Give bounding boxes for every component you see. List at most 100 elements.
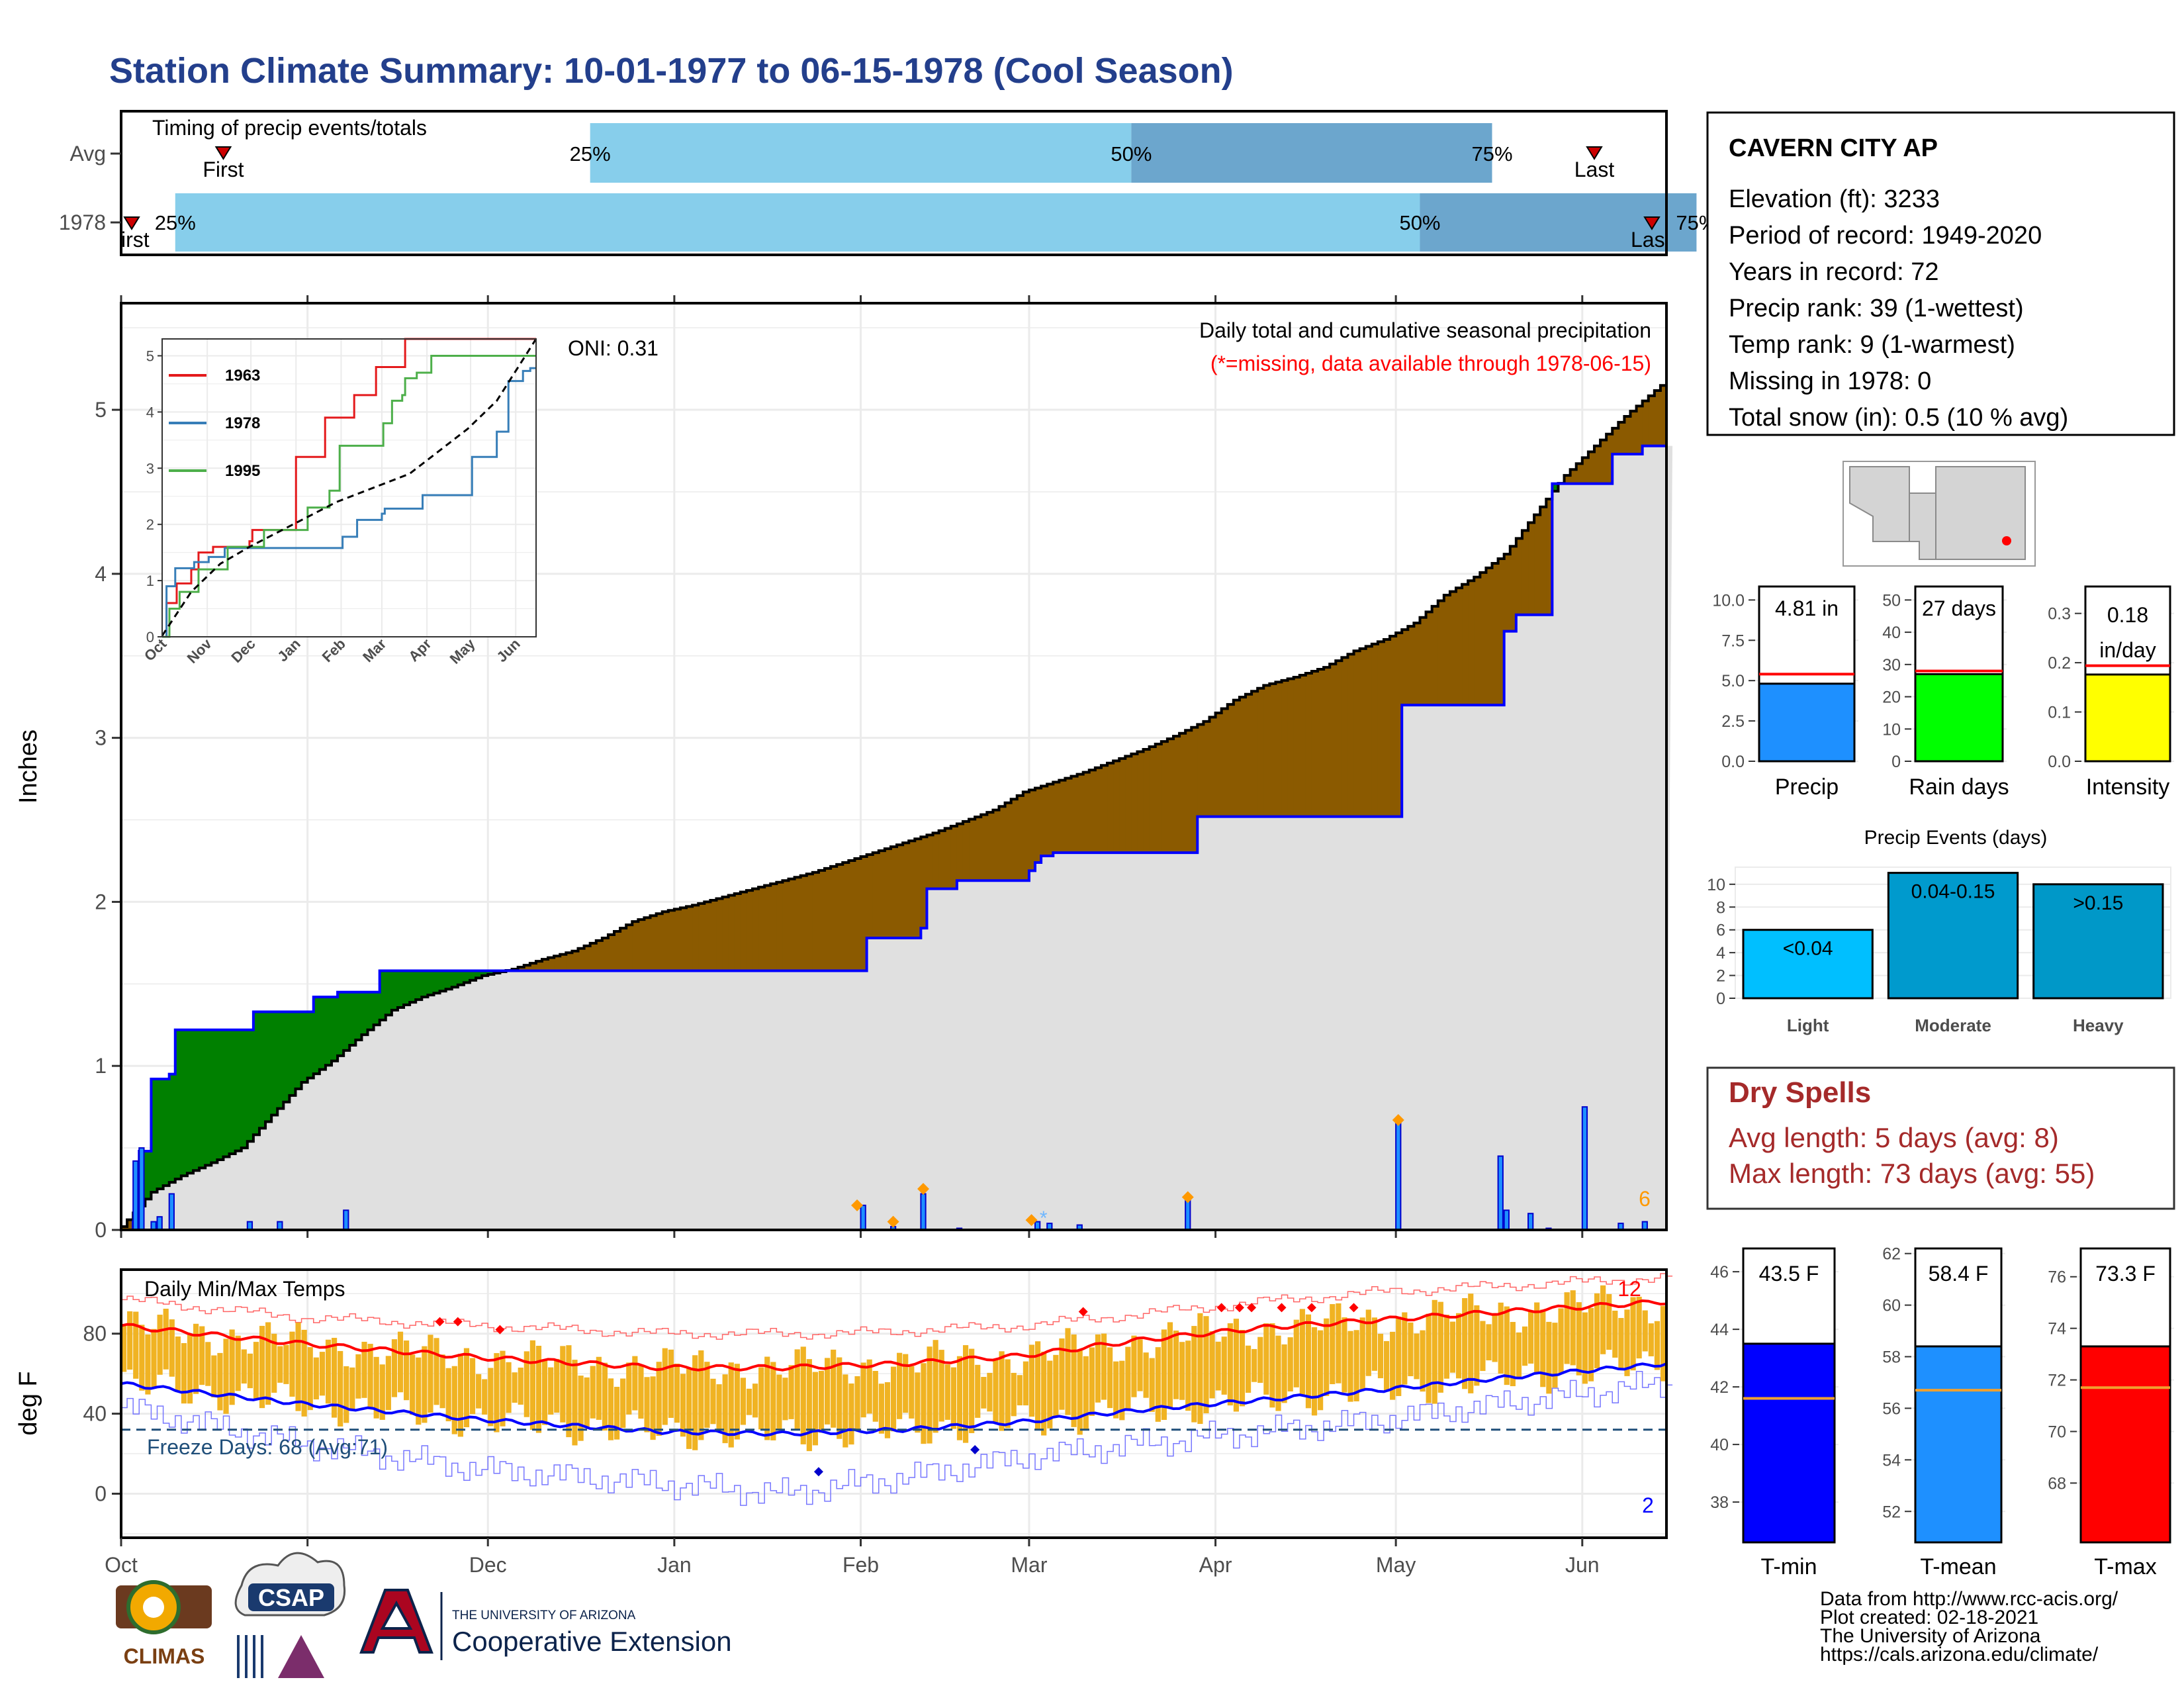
below-average-area (716, 898, 723, 971)
above-average-area (271, 1011, 278, 1115)
below-average-area (1359, 648, 1367, 817)
daily-temp-bar (428, 1335, 433, 1413)
daily-temp-bar (662, 1348, 668, 1425)
below-average-area (1221, 708, 1228, 817)
precip-value: 4.81 in (1775, 596, 1839, 620)
daily-temp-bar (1365, 1309, 1371, 1376)
daily-temp-bar (523, 1351, 529, 1417)
daily-temp-bar (451, 1366, 457, 1434)
below-average-area (1600, 440, 1607, 484)
precip-count-label: 6 (1639, 1187, 1651, 1211)
daily-temp-bar (1624, 1309, 1630, 1376)
daily-temp-bar (614, 1387, 620, 1440)
below-average-area (1383, 639, 1390, 817)
below-average-area (999, 806, 1006, 881)
daily-temp-bar (825, 1358, 831, 1425)
observed-cumulative-line (121, 444, 1666, 1231)
above-average-area (482, 970, 488, 976)
below-average-area (662, 912, 669, 971)
events-ytick-label: 4 (1716, 944, 1725, 962)
below-average-area (981, 814, 987, 881)
inset-series-line (162, 354, 536, 638)
daily-temp-bar (1390, 1331, 1396, 1400)
record-high-marker (1216, 1303, 1226, 1313)
below-average-area (866, 855, 874, 938)
summary-ytick-label: 0.0 (1721, 753, 1745, 771)
station-period: Period of record: 1949-2020 (1729, 222, 2042, 250)
daily-temp-bar (529, 1340, 535, 1430)
daily-temp-bar (1137, 1339, 1143, 1391)
below-average-area (1293, 677, 1300, 817)
daily-temp-bar (457, 1354, 463, 1437)
timing-row-1978: 1978 (59, 211, 106, 234)
below-average-area (1173, 736, 1180, 853)
daily-temp-bar (1642, 1310, 1648, 1352)
above-average-area (343, 992, 350, 1051)
above-average-area (181, 1029, 188, 1176)
daily-temp-bar (416, 1357, 422, 1425)
below-average-area (1546, 498, 1553, 615)
daily-temp-bar (463, 1348, 470, 1428)
dry-spells-title: Dry Spells (1729, 1076, 1871, 1109)
record-high-marker (1277, 1303, 1287, 1313)
below-average-area (608, 934, 615, 971)
daily-temp-bar (373, 1356, 379, 1419)
daily-temp-bar (1299, 1309, 1305, 1395)
below-average-area (1437, 600, 1445, 706)
daily-temp-bar (1119, 1360, 1125, 1421)
daily-temp-bar (1546, 1321, 1552, 1394)
below-average-area (1377, 641, 1385, 817)
daily-temp-bar (271, 1333, 277, 1393)
daily-temp-bar (1600, 1285, 1606, 1354)
dry-spells-max: Max length: 73 days (avg: 55) (1729, 1158, 2095, 1189)
daily-temp-bar (325, 1339, 332, 1404)
below-average-area (1402, 630, 1408, 706)
summary-ytick-label: 40 (1882, 624, 1901, 642)
dry-spells-box: Dry Spells Avg length: 5 days (avg: 8) M… (1706, 1066, 2175, 1210)
events-category-label: Heavy (2073, 1015, 2124, 1035)
below-average-area (1347, 654, 1355, 817)
daily-temp-bar (127, 1311, 133, 1370)
daily-temp-bar (1209, 1331, 1215, 1399)
tmin-bar (1742, 1342, 1836, 1544)
daily-temp-bar (343, 1366, 349, 1423)
below-average-area (818, 870, 825, 971)
dry-spells-avg: Avg length: 5 days (avg: 8) (1729, 1122, 2059, 1153)
below-average-area (1462, 584, 1469, 706)
below-average-area (831, 866, 837, 971)
below-average-area (1330, 664, 1336, 817)
below-average-area (1263, 685, 1270, 817)
daily-precip-bar (1581, 1106, 1588, 1231)
below-average-area (1179, 733, 1186, 853)
summary-ytick-label: 20 (1882, 688, 1901, 707)
daily-temp-bar (1462, 1298, 1468, 1389)
timing-bar-q2 (1131, 123, 1492, 183)
first-label: First (203, 158, 244, 181)
daily-temp-bar (1564, 1292, 1570, 1364)
daily-temp-bar (1197, 1313, 1203, 1425)
month-axis-label: Apr (1199, 1553, 1232, 1577)
daily-temp-bar (933, 1340, 938, 1433)
daily-temp-bar (211, 1355, 217, 1398)
summary-bar-panels: 0.0 2.5 5.0 7.5 10.0 4.81 in Precip 0 10 20 30 40 50… (1712, 585, 2174, 800)
daily-temp-bar (975, 1364, 981, 1418)
below-average-area (854, 859, 862, 971)
below-average-area (1083, 772, 1090, 853)
below-average-area (1564, 475, 1571, 484)
daily-temp-bar (235, 1335, 241, 1391)
daily-temp-bar (1173, 1331, 1179, 1399)
below-average-area (686, 906, 693, 971)
below-average-area (692, 905, 699, 971)
daily-temp-bar (1588, 1307, 1594, 1382)
last-event-marker-1978 (1643, 216, 1661, 230)
daily-temp-bar (1576, 1302, 1582, 1376)
daily-temp-bar (151, 1329, 157, 1387)
daily-temp-bar (1480, 1321, 1486, 1372)
below-average-area (1161, 741, 1168, 853)
daily-temp-bar (229, 1329, 235, 1405)
below-average-area (680, 908, 687, 971)
below-average-area (1576, 463, 1583, 484)
events-bar-label: >0.15 (2073, 892, 2123, 914)
daily-temp-bar (283, 1344, 289, 1384)
daily-temp-bar (854, 1376, 860, 1431)
